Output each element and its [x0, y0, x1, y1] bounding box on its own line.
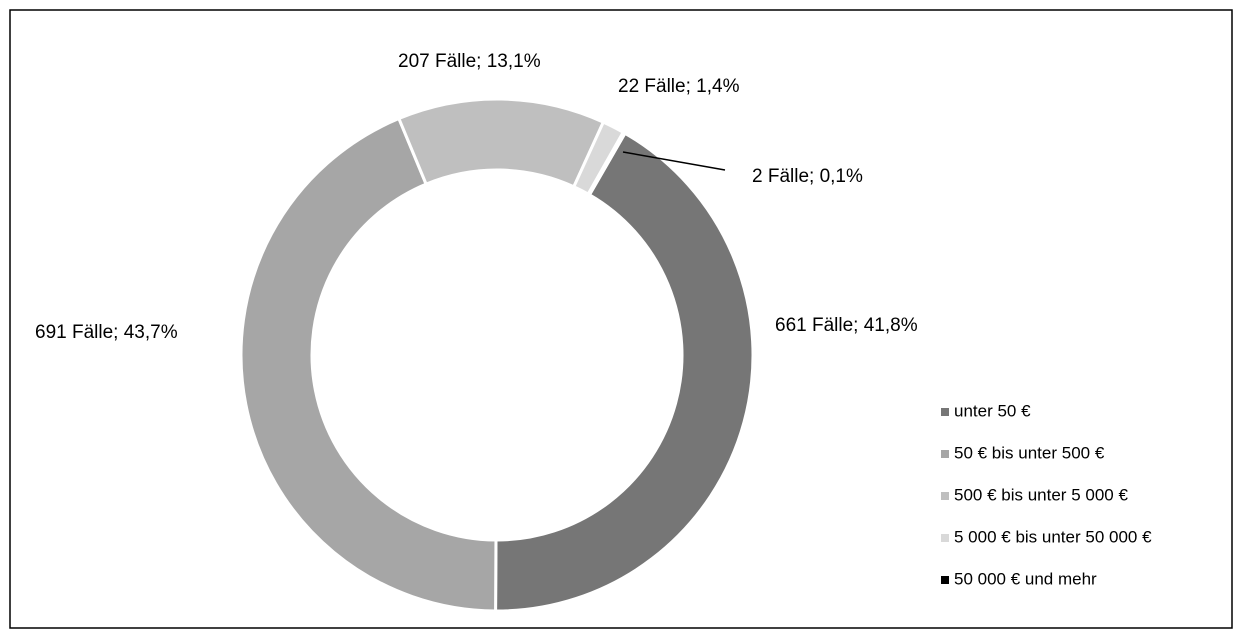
data-label: 22 Fälle; 1,4%	[618, 76, 740, 97]
data-label: 2 Fälle; 0,1%	[752, 166, 863, 187]
donut-slice	[494, 131, 755, 613]
leader-line	[622, 151, 726, 171]
legend-label: 50 000 € und mehr	[954, 569, 1097, 588]
legend-swatch	[941, 408, 949, 416]
data-label: 661 Fälle; 41,8%	[775, 315, 918, 336]
legend-label: 50 € bis unter 500 €	[954, 443, 1105, 462]
legend-label: 500 € bis unter 5 000 €	[954, 485, 1128, 504]
donut-slice	[586, 130, 628, 197]
legend-swatch	[941, 450, 949, 458]
legend-swatch	[941, 576, 949, 584]
legend-swatch	[941, 534, 949, 542]
legend-swatch	[941, 492, 949, 500]
data-label: 691 Fälle; 43,7%	[35, 322, 178, 343]
data-label: 207 Fälle; 13,1%	[398, 51, 541, 72]
donut-slice	[239, 116, 498, 613]
legend-label: 5 000 € bis unter 50 000 €	[954, 527, 1152, 546]
legend-label: unter 50 €	[954, 401, 1031, 420]
